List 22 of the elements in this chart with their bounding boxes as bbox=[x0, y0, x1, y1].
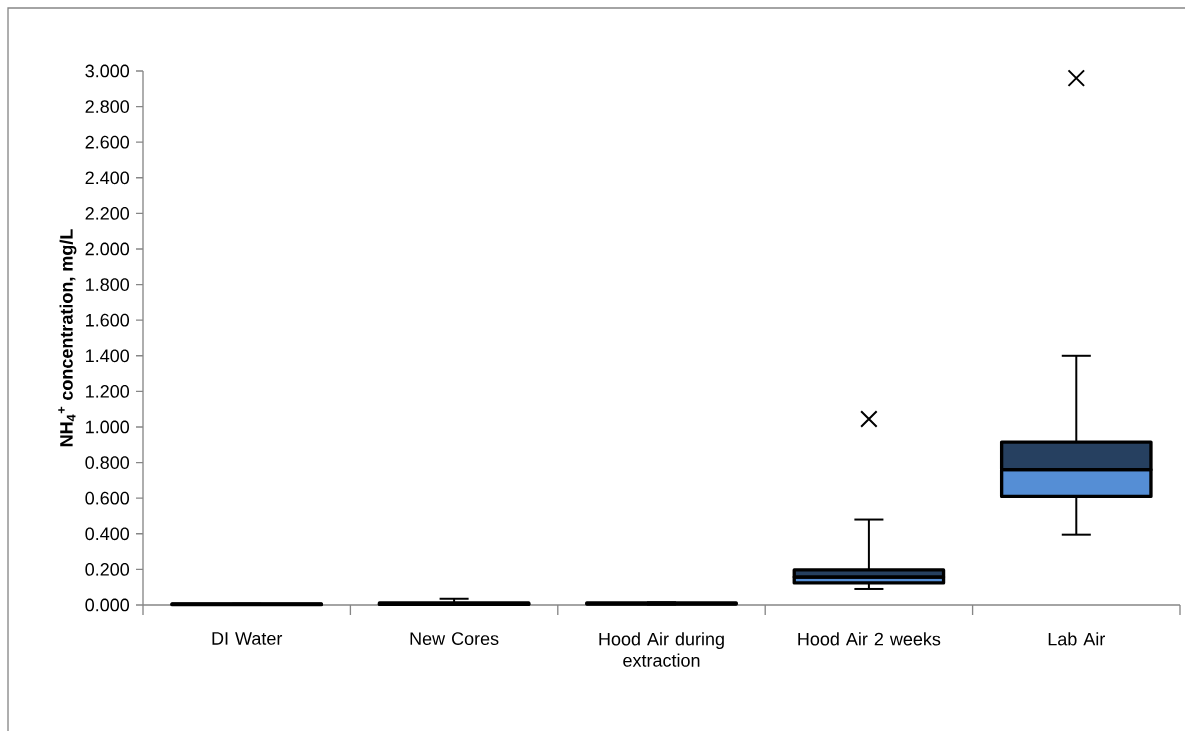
y-tick-label: 1.600 bbox=[86, 313, 130, 327]
y-tick-label: 2.600 bbox=[85, 135, 130, 149]
x-tick-label: Lab Air bbox=[1048, 632, 1105, 646]
x-tick-label: New Cores bbox=[410, 632, 499, 645]
y-tick-label: 1.200 bbox=[86, 385, 130, 398]
y-tick-label: 1.400 bbox=[86, 349, 130, 363]
y-axis-title: NH$_{4}$$^{+}$ concentration, mg/L bbox=[58, 229, 77, 447]
y-tick-label: 2.200 bbox=[85, 207, 130, 220]
y-tick-label: 0.400 bbox=[85, 527, 130, 541]
y-tick-label: 3.000 bbox=[85, 64, 130, 78]
y-tick-label: 0.200 bbox=[85, 563, 130, 576]
x-tick-label: DI Water bbox=[212, 632, 283, 645]
y-tick-label: 0.800 bbox=[85, 456, 130, 469]
y-tick-label: 0.000 bbox=[85, 598, 130, 612]
y-tick-label: 2.800 bbox=[85, 100, 130, 113]
y-tick-label: 0.600 bbox=[85, 491, 130, 505]
y-tick-label: 2.000 bbox=[85, 242, 130, 256]
x-tick-label: Hood Air during extraction bbox=[599, 632, 724, 667]
y-tick-label: 2.400 bbox=[85, 171, 130, 185]
x-tick-label: Hood Air 2 weeks bbox=[798, 632, 941, 646]
y-tick-label: 1.000 bbox=[86, 420, 130, 434]
y-tick-label: 1.800 bbox=[86, 278, 130, 291]
